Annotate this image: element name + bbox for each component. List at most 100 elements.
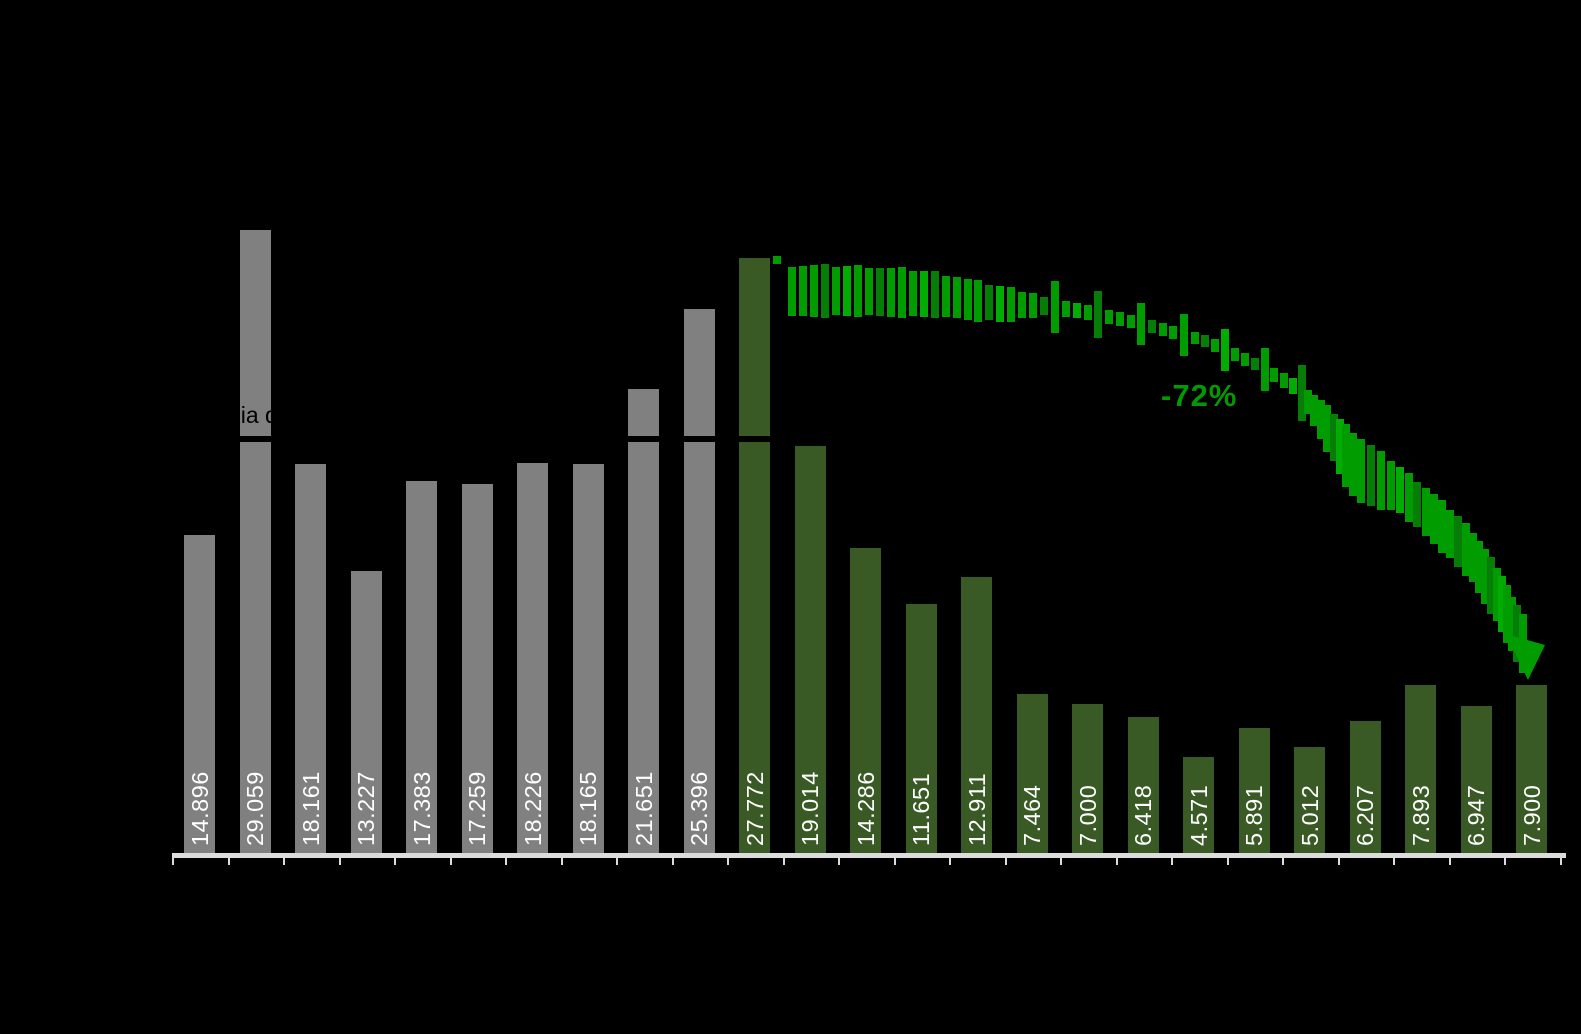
trend-dash <box>1508 596 1517 651</box>
trend-dash <box>1018 291 1027 318</box>
trend-dash <box>985 284 994 321</box>
bar <box>406 481 438 855</box>
trend-dash <box>1083 305 1092 321</box>
x-axis-tick <box>838 855 840 865</box>
trend-dash <box>810 264 818 318</box>
bar <box>350 570 382 855</box>
trend-dash <box>1179 314 1188 356</box>
bar-value-label: 4.571 <box>1185 784 1212 846</box>
x-axis-tick <box>1504 855 1506 865</box>
trend-dash <box>1241 353 1250 366</box>
trend-dash <box>1430 493 1438 545</box>
trend-dash <box>930 271 939 319</box>
bar-value-label: 6.207 <box>1352 784 1379 846</box>
bar <box>628 389 660 855</box>
trend-dash <box>1231 348 1240 362</box>
x-axis-tick <box>1282 855 1284 865</box>
bar-value-label: 6.418 <box>1130 784 1157 846</box>
bar <box>1072 704 1104 855</box>
trend-dash <box>1404 473 1413 522</box>
trend-dash <box>941 275 950 317</box>
trend-dash <box>1376 451 1385 510</box>
bar <box>1294 747 1326 855</box>
trend-dash <box>963 278 972 321</box>
trend-dash <box>1190 331 1199 345</box>
trend-dash <box>1474 540 1483 593</box>
trend-dash <box>1396 467 1405 514</box>
bar-value-label: 17.383 <box>408 771 435 846</box>
x-axis-tick <box>1448 855 1451 865</box>
bar <box>739 257 771 855</box>
trend-dash <box>1105 309 1114 325</box>
trend-dash <box>1413 482 1422 527</box>
trend-dash <box>1469 533 1477 583</box>
trend-dash <box>1329 413 1338 462</box>
bar-value-label: 5.012 <box>1296 784 1323 846</box>
bar <box>794 446 826 855</box>
trend-dash <box>1279 373 1288 388</box>
bar-value-label: 21.651 <box>630 771 657 846</box>
x-axis-tick <box>782 855 785 865</box>
trend-dash <box>1061 301 1070 317</box>
trend-dash <box>821 263 829 318</box>
bar <box>1016 694 1048 855</box>
x-axis-tick <box>338 855 341 865</box>
trend-start-dot <box>773 256 781 264</box>
x-axis-tick <box>1559 855 1562 865</box>
trend-dash <box>996 286 1005 322</box>
bar-value-label: 17.259 <box>464 771 491 846</box>
x-axis-tick <box>1171 855 1173 865</box>
trend-dash <box>1480 548 1489 604</box>
trend-dash <box>1323 405 1332 452</box>
trend-dash <box>1137 302 1146 346</box>
bar-value-label: 27.772 <box>741 771 768 846</box>
trend-dash <box>799 265 807 317</box>
x-axis-tick <box>283 855 285 865</box>
bar <box>1460 705 1492 855</box>
trend-dash <box>1007 287 1016 322</box>
bar <box>905 604 937 855</box>
bar-value-label: 11.651 <box>908 772 935 846</box>
bar-value-label: 5.891 <box>1241 784 1268 846</box>
trend-dash <box>908 270 917 316</box>
trend-dash <box>1158 322 1167 336</box>
x-axis-tick <box>227 855 230 865</box>
trend-dash <box>1498 576 1507 633</box>
trend-dash <box>1221 329 1230 372</box>
bar <box>1183 756 1215 855</box>
bar <box>1349 721 1381 855</box>
bar <box>683 308 715 855</box>
bar <box>961 577 993 855</box>
bar <box>517 462 549 855</box>
trend-dash <box>1386 461 1395 510</box>
trend-dash <box>1310 394 1319 427</box>
trend-dash <box>1260 347 1269 392</box>
trend-dash <box>1503 584 1512 644</box>
trend-dash <box>864 268 873 315</box>
trend-dash <box>1126 314 1135 329</box>
trend-dash <box>1304 389 1313 414</box>
x-axis-tick <box>1115 855 1118 865</box>
trend-dash <box>1270 367 1279 383</box>
bar-value-label: 18.165 <box>575 771 602 846</box>
trend-dash <box>1438 499 1447 553</box>
bar-value-label: 19.014 <box>797 771 824 846</box>
trend-dash <box>1445 509 1454 559</box>
bar <box>295 464 327 855</box>
x-axis-tick <box>1226 855 1229 865</box>
bar-value-label: 7.900 <box>1518 784 1545 846</box>
trend-dash <box>788 266 796 316</box>
trend-dash <box>1148 319 1157 333</box>
trend-dash <box>1297 364 1306 421</box>
trend-dash <box>1461 522 1470 577</box>
trend-dash <box>1486 556 1495 615</box>
trend-dash <box>952 277 961 319</box>
trend-dash <box>843 265 851 317</box>
x-axis-tick <box>172 855 174 865</box>
trend-dash <box>1029 293 1038 318</box>
bar <box>572 464 604 855</box>
bar-value-label: 7.000 <box>1074 784 1101 846</box>
trend-dash <box>1421 487 1430 536</box>
x-axis-tick <box>1060 855 1062 865</box>
trend-dash <box>886 267 895 317</box>
